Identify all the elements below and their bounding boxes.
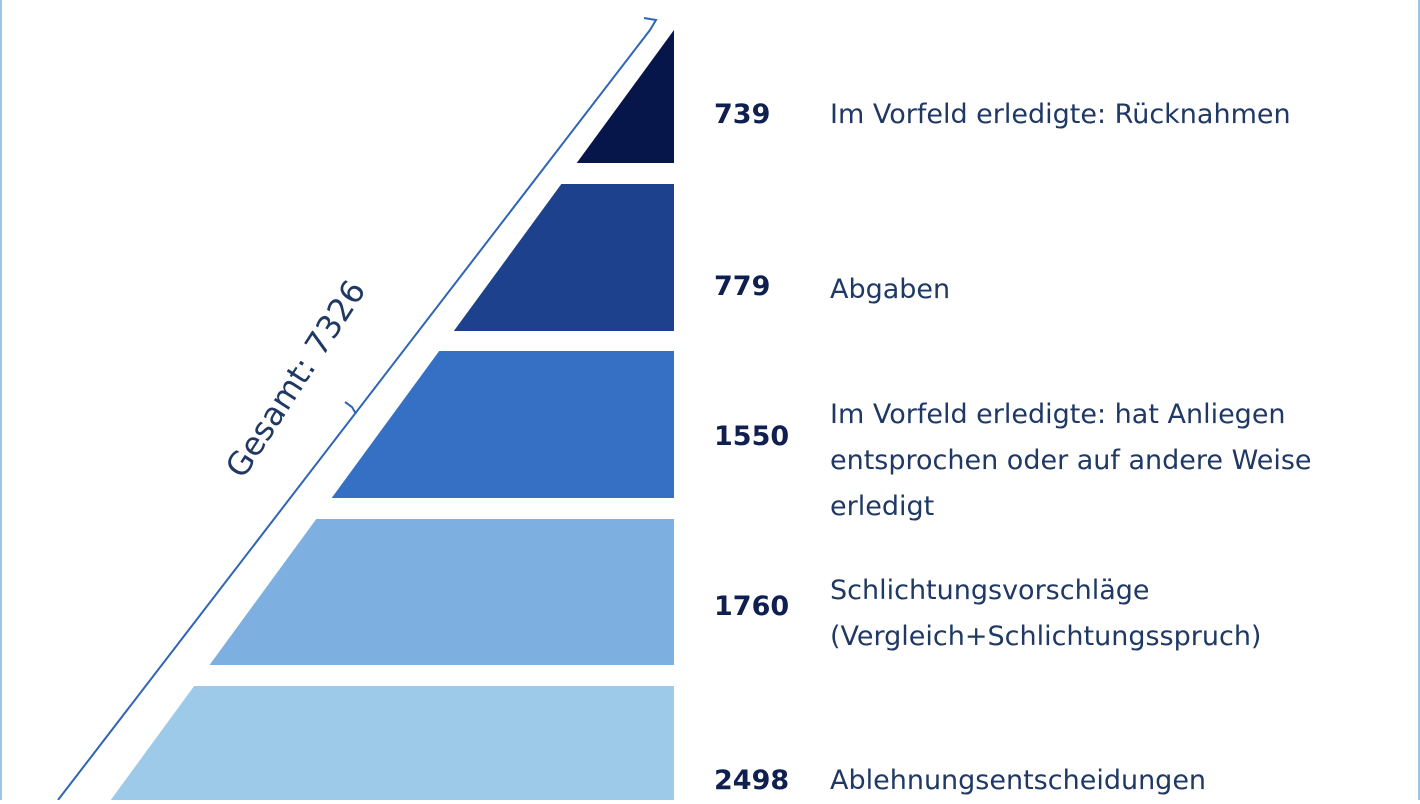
level-value-5: 2498 [714,765,790,796]
level-value-4: 1760 [714,591,790,622]
level-label-5: Ablehnungsentscheidungen [830,765,1207,796]
level-value-3: 1550 [714,421,790,452]
total-label: Gesamt: 7326 [218,273,373,484]
pyramid-band-5 [110,686,674,800]
level-value-2: 779 [714,271,771,302]
pyramid-band-1 [576,30,674,163]
pyramid-bands [110,30,674,800]
pyramid-band-4 [209,519,674,665]
pyramid-band-3 [331,351,674,498]
level-label-1: Im Vorfeld erledigte: Rücknahmen [830,99,1291,130]
level-label-3: Im Vorfeld erledigte: hat Anliegen entsp… [830,399,1312,522]
level-label-4: Schlichtungsvorschläge (Vergleich+Schlic… [830,575,1262,652]
total-bracket [57,17,658,800]
pyramid-band-2 [453,184,674,331]
level-value-1: 739 [714,99,771,130]
level-label-2: Abgaben [830,274,951,305]
